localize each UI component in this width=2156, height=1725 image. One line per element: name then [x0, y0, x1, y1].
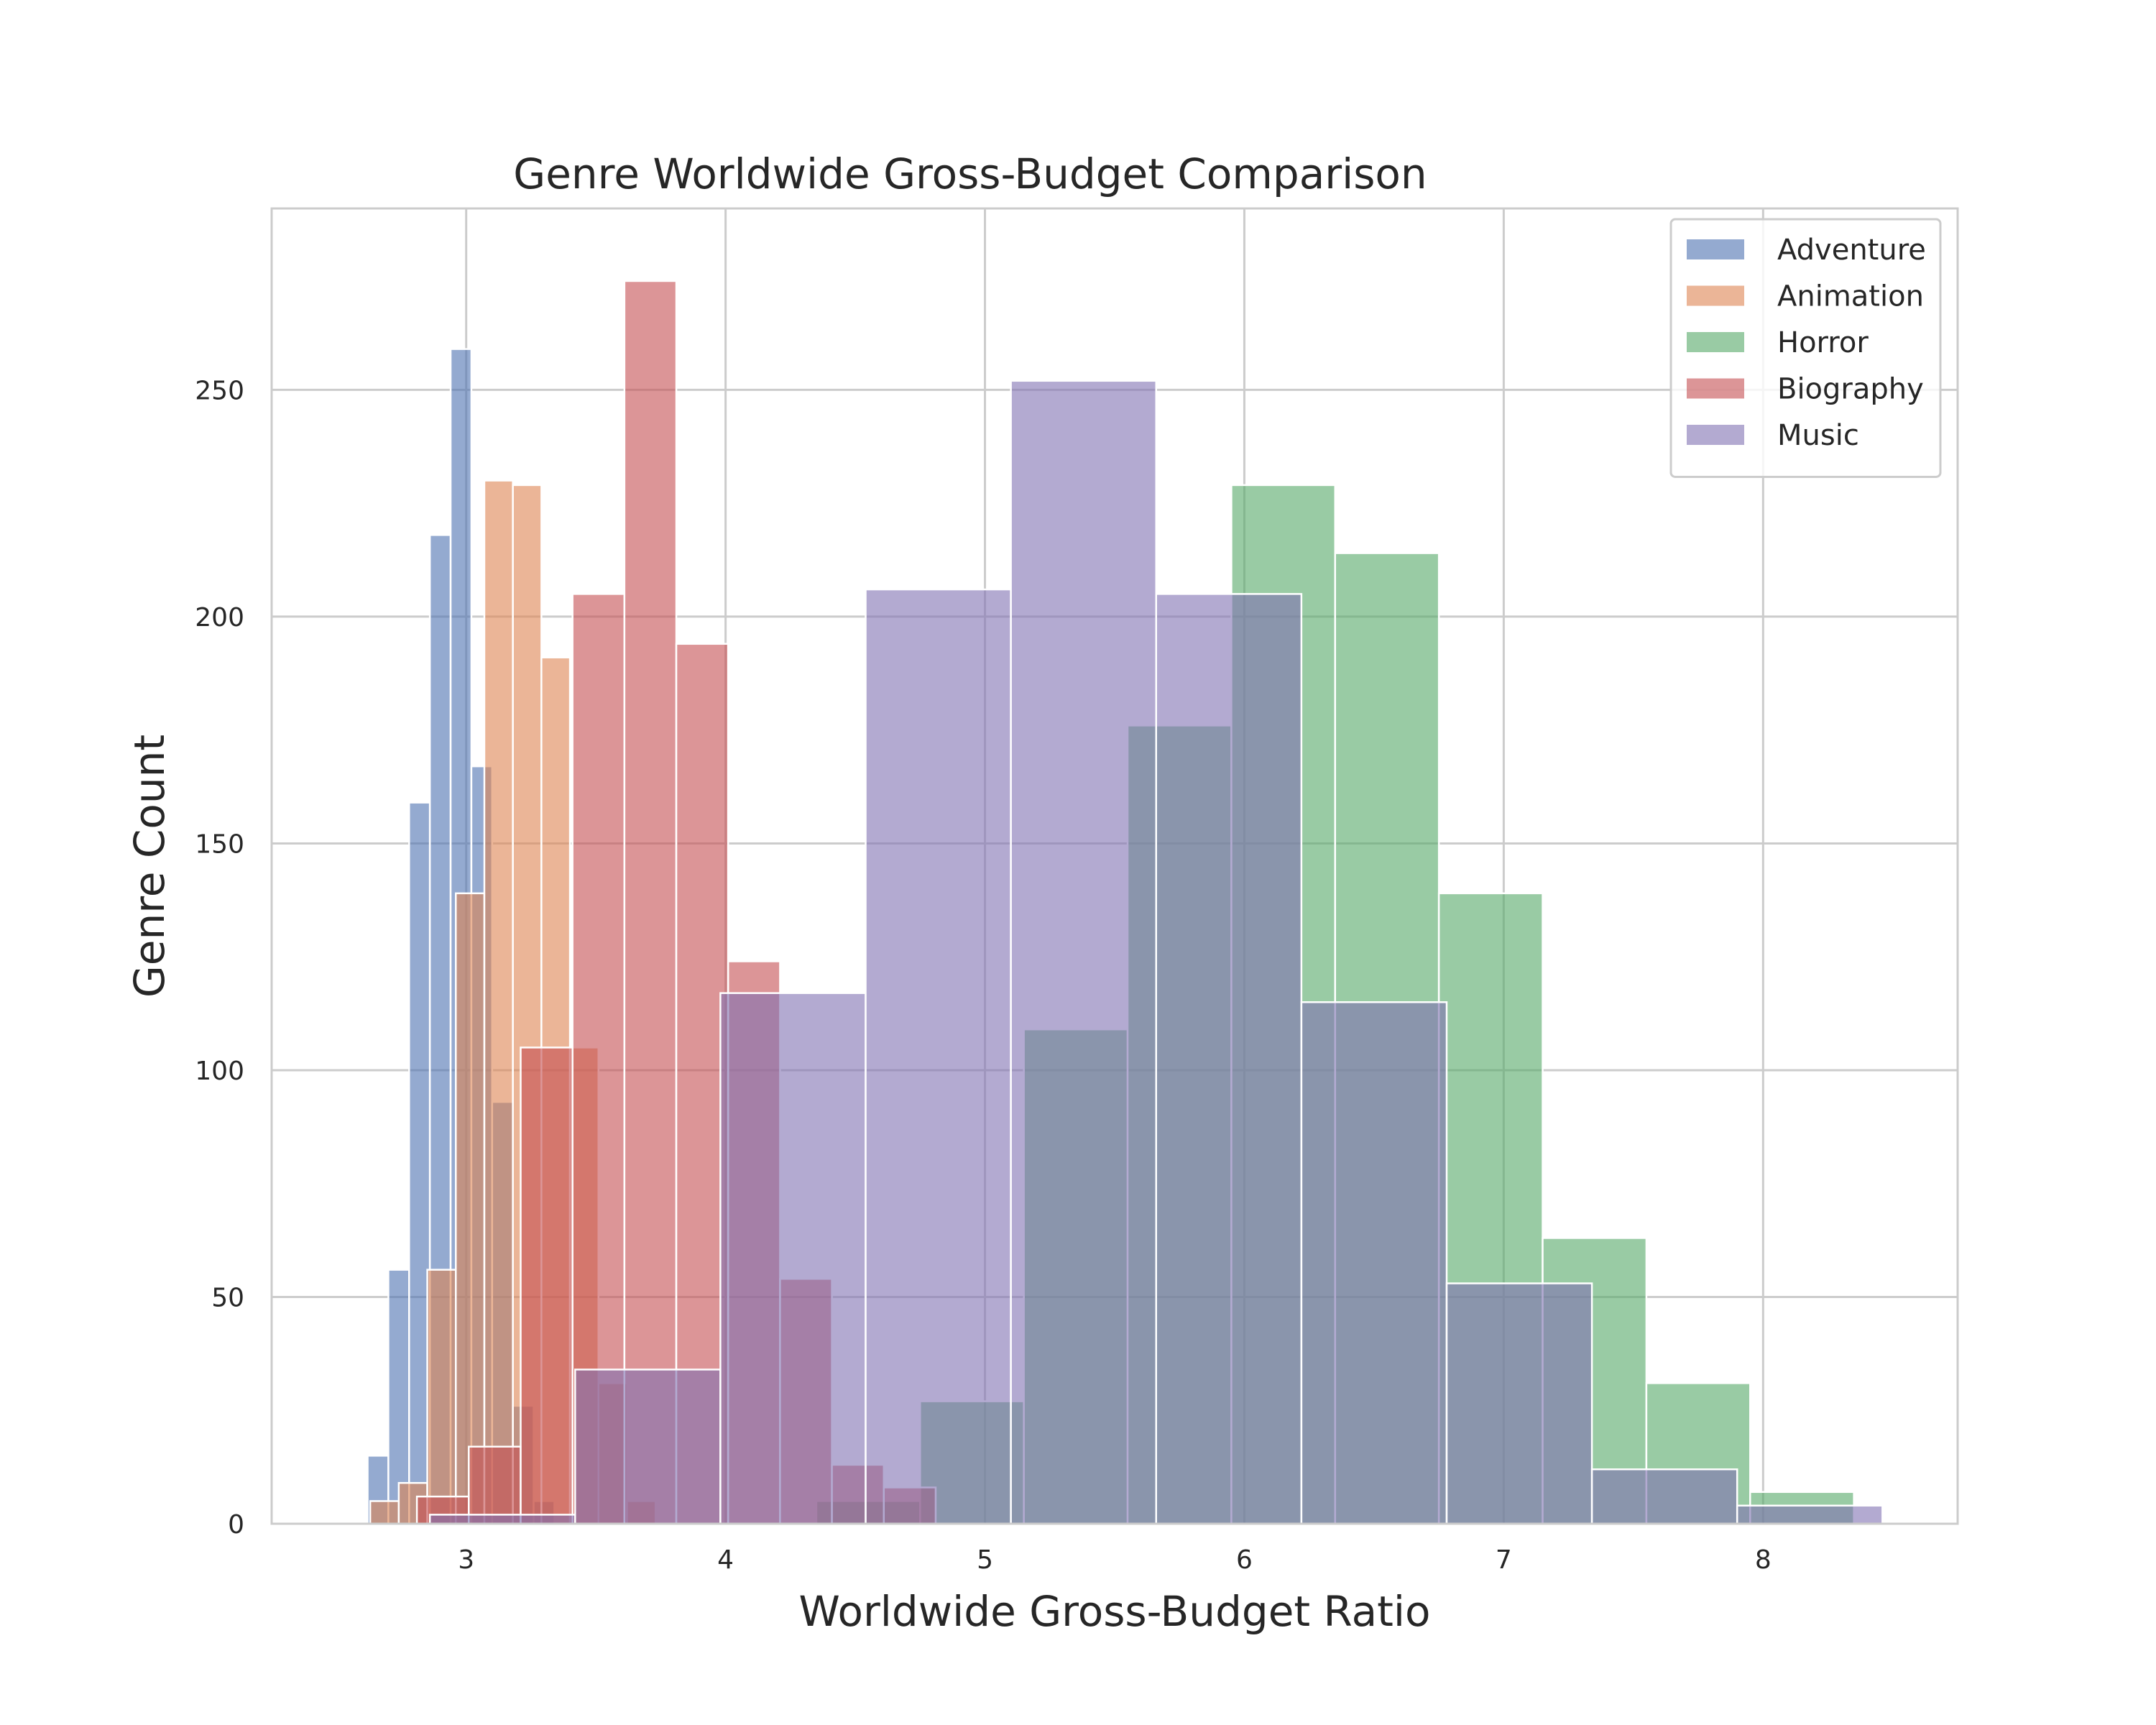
bar-animation	[455, 892, 486, 1525]
y-tick-label: 150	[195, 829, 244, 859]
bar-music	[574, 1368, 722, 1525]
bar-music	[1590, 1468, 1738, 1525]
x-tick-label: 5	[977, 1545, 993, 1575]
bar-music	[719, 992, 867, 1525]
x-tick-label: 8	[1755, 1545, 1772, 1575]
bar-music	[1445, 1282, 1593, 1525]
bar-music	[1155, 593, 1303, 1525]
legend-label: Biography	[1777, 373, 1924, 406]
bar-animation	[483, 479, 514, 1525]
bar-animation	[426, 1269, 457, 1525]
y-tick-label: 250	[195, 376, 244, 405]
plot-area-frame	[270, 207, 1959, 1525]
bar-music	[1736, 1504, 1884, 1525]
bar-animation	[369, 1500, 400, 1525]
chart-title: Genre Worldwide Gross-Budget Comparison	[513, 150, 1427, 198]
bar-adventure	[387, 1269, 410, 1525]
bar-music	[1010, 380, 1157, 1525]
legend-swatch	[1687, 285, 1744, 306]
legend-swatch	[1687, 425, 1744, 445]
bar-music	[428, 1514, 576, 1525]
bar-biography	[520, 1046, 573, 1525]
legend-label: Music	[1777, 419, 1859, 452]
bar-biography	[468, 1445, 522, 1525]
y-tick-label: 200	[195, 603, 244, 632]
tick-labels: 3 4 5 6 7 8 0 50 100 150 200 250	[195, 376, 1771, 1575]
legend-swatch	[1687, 332, 1744, 352]
y-tick-label: 50	[211, 1283, 244, 1312]
legend: Adventure Animation Horror Biography Music	[1669, 218, 1942, 478]
legend-box	[1669, 218, 1942, 478]
x-tick-label: 7	[1496, 1545, 1512, 1575]
legend-label: Horror	[1777, 326, 1869, 359]
series-music	[428, 380, 1884, 1525]
legend-swatch	[1687, 378, 1744, 399]
bar-music	[1300, 1001, 1448, 1525]
bar-biography	[623, 280, 678, 1525]
legend-swatch	[1687, 239, 1744, 259]
y-tick-label: 100	[195, 1057, 244, 1086]
bar-music	[865, 588, 1012, 1525]
x-tick-label: 3	[458, 1545, 474, 1575]
x-axis-title: Worldwide Gross-Budget Ratio	[799, 1587, 1431, 1636]
x-tick-label: 6	[1236, 1545, 1253, 1575]
legend-label: Animation	[1777, 280, 1924, 313]
bars	[367, 280, 1884, 1525]
x-tick-label: 4	[717, 1545, 734, 1575]
y-axis-title: Genre Count	[125, 735, 174, 998]
legend-label: Adventure	[1777, 234, 1926, 267]
y-tick-label: 0	[228, 1510, 244, 1540]
